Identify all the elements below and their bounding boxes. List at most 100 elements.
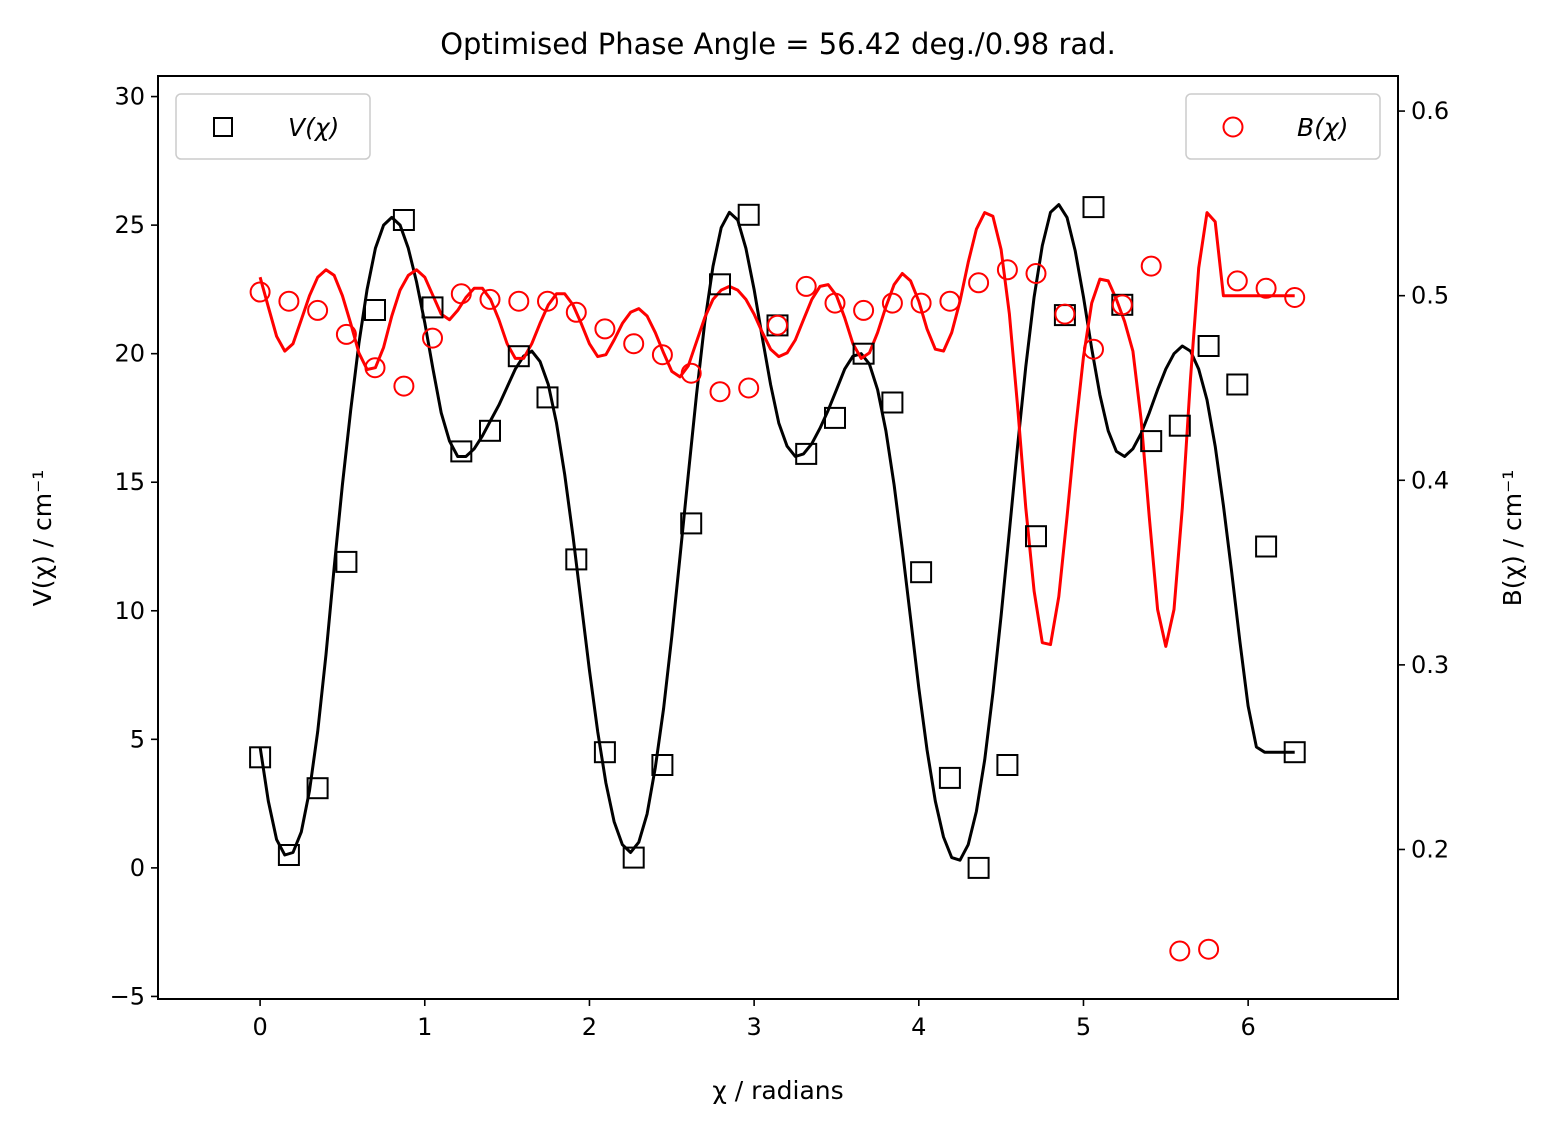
b-data-point <box>249 281 271 303</box>
b-data-point <box>623 333 645 355</box>
b-data-point <box>565 301 587 323</box>
x-tick-label: 1 <box>417 1013 432 1041</box>
v-data-point <box>852 342 875 365</box>
b-data-point <box>278 290 300 312</box>
b-data-point <box>824 292 846 314</box>
v-data-point <box>996 754 1019 776</box>
b-data-point <box>680 362 702 384</box>
x-tick-label: 0 <box>252 1013 267 1041</box>
v-data-point <box>737 203 760 226</box>
y-left-tick-label: 0 <box>130 854 145 882</box>
y-axis-left-label: V(χ) / cm⁻¹ <box>28 470 57 607</box>
v-fit-curve <box>258 203 1295 862</box>
b-data-point <box>422 327 443 349</box>
b-data-point <box>996 259 1018 281</box>
v-data-point <box>479 419 501 442</box>
v-data-point <box>593 741 616 764</box>
v-data-point <box>507 345 530 368</box>
y-right-tick-label: 0.3 <box>1411 651 1449 679</box>
b-data-point <box>1054 303 1076 325</box>
x-axis-label: χ / radians <box>712 1076 843 1105</box>
v-data-point <box>306 777 329 800</box>
y-axis-left: −5 0 5 10 15 20 25 30 <box>110 83 158 1010</box>
b-data-point <box>939 290 961 312</box>
b-data-point <box>881 292 903 314</box>
x-tick-label: 3 <box>746 1013 761 1041</box>
b-data-point <box>651 344 673 366</box>
v-data-point <box>249 746 272 769</box>
y-right-tick-label: 0.6 <box>1411 97 1449 125</box>
y-axis-right-label: B(χ) / cm⁻¹ <box>1498 470 1527 607</box>
b-data-point <box>1198 938 1220 960</box>
v-data-point <box>536 386 559 409</box>
y-right-tick-label: 0.4 <box>1411 466 1449 494</box>
y-left-tick-label: 25 <box>114 211 145 239</box>
v-data-point <box>392 209 415 231</box>
v-data-point <box>1197 335 1220 357</box>
b-fit-curve <box>258 211 1295 648</box>
b-data-point <box>479 288 501 310</box>
v-data-point <box>824 406 846 429</box>
x-axis: 0 1 2 3 4 5 6 <box>252 999 1256 1041</box>
chart-title: Optimised Phase Angle = 56.42 deg./0.98 … <box>440 27 1116 61</box>
y-left-tick-label: 10 <box>114 597 145 625</box>
x-tick-label: 6 <box>1241 1013 1256 1041</box>
y-right-tick-label: 0.2 <box>1411 835 1449 863</box>
v-data-point <box>709 273 731 296</box>
b-data-point <box>1284 287 1306 308</box>
v-data-point <box>1082 196 1105 219</box>
b-data-point <box>307 299 329 321</box>
b-data-point <box>594 318 616 340</box>
v-data-point <box>1226 373 1249 396</box>
legend-left: V(χ) <box>175 93 371 160</box>
y-left-tick-label: 5 <box>130 725 145 753</box>
v-data-point <box>795 442 818 465</box>
b-data-point <box>853 299 875 321</box>
b-data-point <box>1111 294 1133 316</box>
v-data-point <box>622 846 645 869</box>
b-data-point <box>1025 263 1047 284</box>
legend-right-box <box>1185 93 1381 160</box>
x-tick-label: 4 <box>911 1013 926 1041</box>
b-data-point <box>335 323 357 345</box>
v-data-point <box>967 856 990 879</box>
legend-square-marker <box>213 117 233 137</box>
y-left-tick-label: 15 <box>114 468 145 496</box>
b-data-point <box>738 377 760 399</box>
y-left-tick-label: 20 <box>114 340 145 368</box>
v-data-point <box>1283 741 1306 764</box>
b-data-point <box>767 314 788 336</box>
b-data-point <box>364 357 386 379</box>
v-data-point <box>651 754 674 776</box>
v-data-point <box>910 561 933 584</box>
b-data-point <box>537 290 558 312</box>
b-data-point <box>968 272 990 294</box>
b-data-point <box>1255 277 1277 299</box>
v-data-point <box>335 550 358 573</box>
plot-frame <box>157 75 1399 1000</box>
b-data-point <box>450 283 472 305</box>
b-data-point <box>709 381 731 403</box>
y-axis-right: 0.2 0.3 0.4 0.5 0.6 <box>1398 97 1449 863</box>
plot-area <box>249 196 1306 962</box>
v-data-point <box>1025 525 1047 548</box>
x-tick-label: 2 <box>582 1013 597 1041</box>
v-data-point <box>565 548 588 571</box>
legend-circle-marker <box>1222 116 1244 138</box>
b-data-point <box>1140 255 1162 277</box>
v-data-point <box>421 296 444 319</box>
v-data-point <box>1140 430 1163 453</box>
b-data-point <box>1083 338 1104 360</box>
v-data-point <box>1255 535 1278 558</box>
v-data-point <box>1168 414 1191 437</box>
legend-right-label: B(χ) <box>1297 113 1348 142</box>
b-data-point <box>393 375 415 397</box>
b-data-point <box>1169 940 1191 962</box>
v-data-point <box>277 844 300 866</box>
v-data-point <box>364 299 386 321</box>
b-data-point <box>910 292 932 314</box>
b-data-point <box>508 290 530 312</box>
v-data-point <box>881 391 904 414</box>
v-data-point <box>938 766 961 789</box>
